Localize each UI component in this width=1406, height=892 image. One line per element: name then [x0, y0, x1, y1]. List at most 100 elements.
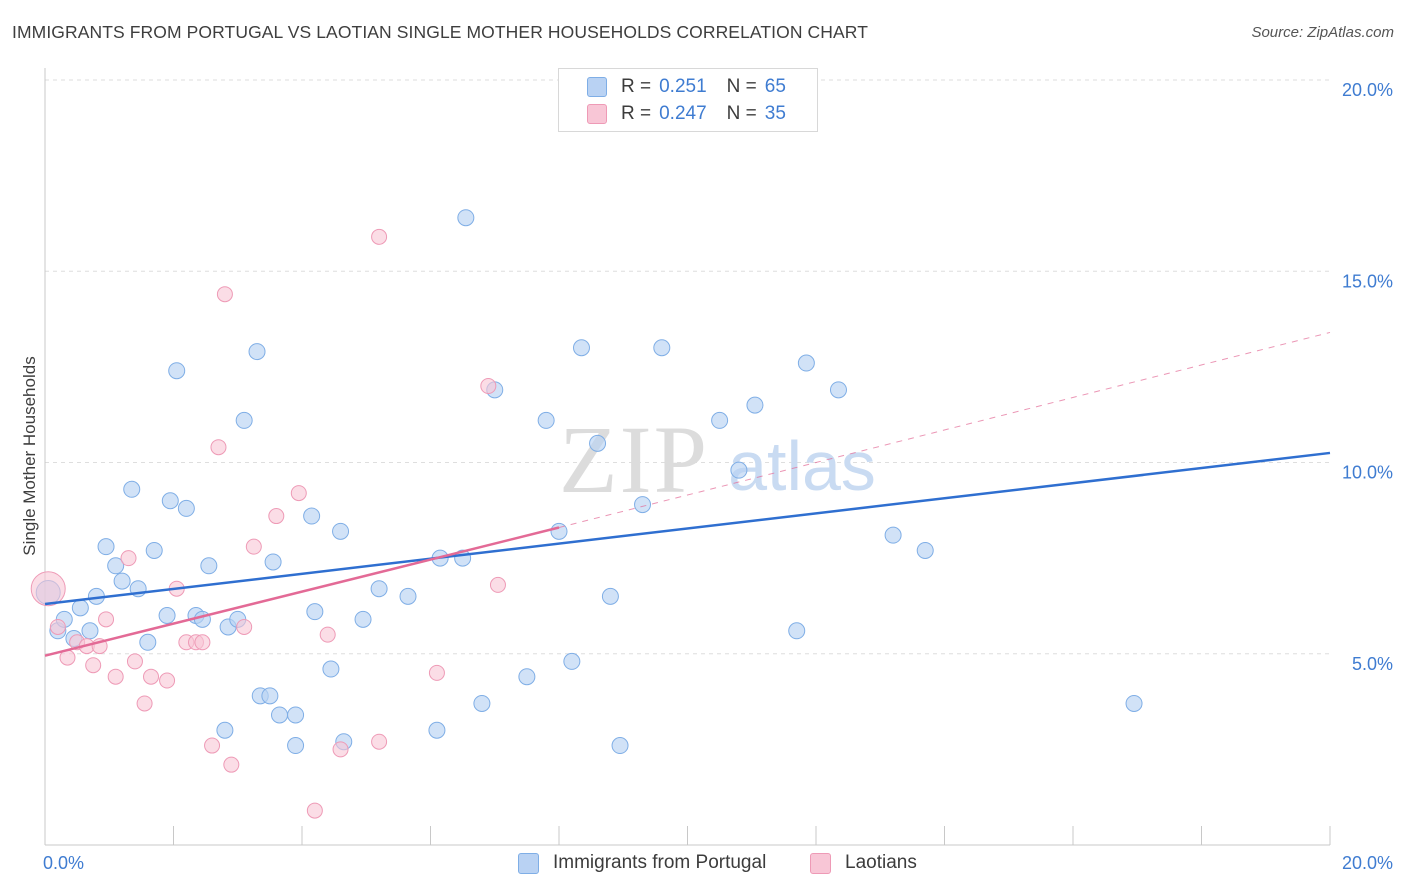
data-point-portugal: [235, 411, 253, 429]
y-tick-label: 20.0%: [1342, 80, 1393, 100]
data-point-portugal: [428, 721, 446, 739]
data-point-portugal: [71, 599, 89, 617]
data-point-portugal: [168, 362, 186, 380]
data-point-portugal: [261, 687, 279, 705]
watermark-atlas: atlas: [728, 427, 876, 505]
y-tick-label: 10.0%: [1342, 463, 1393, 483]
data-point-laotians: [210, 439, 227, 456]
data-point-portugal: [788, 622, 806, 640]
tick-labels: 5.0% 10.0% 15.0% 20.0% 0.0% 20.0%: [43, 80, 1393, 873]
legend-row-portugal: R = 0.251 N = 65: [587, 75, 786, 99]
legend-r-label: R =: [621, 103, 652, 124]
legend-n-value: 65: [764, 76, 786, 97]
trendline-portugal: [44, 451, 1331, 606]
bottom-legend-swatch-pink: [810, 852, 831, 874]
legend-r-label: R =: [621, 76, 652, 97]
legend-r-value: 0.251: [659, 76, 707, 97]
data-point-laotians: [371, 733, 388, 750]
trend-lines: [44, 331, 1331, 657]
trendline-laotians-extended: [558, 331, 1331, 529]
data-point-portugal: [537, 411, 555, 429]
data-point-portugal: [81, 622, 99, 640]
data-point-portugal: [653, 339, 671, 357]
data-point-portugal: [216, 721, 234, 739]
data-point-portugal: [589, 434, 607, 452]
data-point-portugal: [473, 694, 491, 712]
data-point-laotians: [319, 626, 336, 643]
data-point-portugal: [399, 587, 417, 605]
watermark: ZIP atlas: [559, 406, 876, 513]
legend-n-label: N =: [726, 76, 757, 97]
data-point-laotians: [268, 508, 285, 525]
data-point-portugal: [634, 496, 652, 514]
legend: R = 0.251 N = 65 R = 0.247 N = 35: [558, 68, 818, 132]
data-point-laotians: [236, 618, 253, 635]
data-point-portugal: [730, 461, 748, 479]
data-point-portugal: [287, 737, 305, 755]
y-tick-label: 5.0%: [1352, 654, 1393, 674]
data-point-portugal: [107, 557, 125, 575]
data-point-portugal: [145, 541, 163, 559]
data-point-portugal: [123, 480, 141, 498]
data-point-portugal: [287, 706, 305, 724]
y-tick-label: 15.0%: [1342, 271, 1393, 291]
data-point-portugal: [563, 652, 581, 670]
legend-row-laotians: R = 0.247 N = 35: [587, 102, 786, 126]
data-point-portugal: [97, 538, 115, 556]
x-tick-label: 20.0%: [1342, 853, 1393, 873]
data-point-portugal: [177, 499, 195, 517]
data-point-portugal: [200, 557, 218, 575]
data-point-laotians: [480, 378, 497, 394]
data-point-laotians: [107, 668, 124, 685]
data-point-portugal: [271, 706, 289, 724]
data-point-portugal: [746, 396, 764, 414]
data-point-laotians: [332, 741, 349, 758]
legend-r-value: 0.247: [659, 103, 707, 124]
data-point-laotians: [194, 634, 211, 651]
data-point-laotians: [371, 228, 388, 245]
data-point-laotians: [159, 672, 176, 689]
data-point-laotians: [306, 802, 323, 819]
data-point-portugal: [264, 553, 282, 571]
bottom-legend-laotians: Laotians: [810, 852, 917, 874]
data-point-portugal: [139, 633, 157, 651]
data-point-portugal: [113, 572, 131, 590]
data-point-portugal: [193, 610, 211, 628]
data-point-portugal: [303, 507, 321, 525]
data-point-portugal: [572, 339, 590, 357]
chart-title: IMMIGRANTS FROM PORTUGAL VS LAOTIAN SING…: [12, 22, 869, 42]
data-point-portugal: [797, 354, 815, 372]
data-point-portugal: [884, 526, 902, 544]
bottom-legend-label: Laotians: [845, 852, 917, 873]
source-label: Source: ZipAtlas.com: [1251, 24, 1394, 41]
data-point-laotians: [245, 538, 262, 555]
bottom-legend: Immigrants from Portugal Laotians: [0, 852, 1406, 878]
data-point-laotians: [223, 756, 240, 773]
data-point-laotians: [428, 664, 445, 681]
data-point-laotians: [136, 695, 153, 712]
data-point-laotians: [143, 668, 160, 685]
data-point-laotians: [204, 737, 221, 754]
x-tick-label: 0.0%: [43, 853, 84, 873]
legend-n-label: N =: [726, 103, 757, 124]
data-point-portugal: [611, 737, 629, 755]
data-point-laotians: [120, 550, 137, 567]
data-point-portugal: [158, 607, 176, 624]
grid-lines: [45, 79, 1330, 655]
data-point-laotians: [49, 618, 66, 635]
data-point-laotians: [30, 571, 66, 607]
data-point-portugal: [711, 411, 729, 429]
bottom-legend-label: Immigrants from Portugal: [553, 852, 767, 873]
data-point-portugal: [322, 660, 340, 678]
data-point-portugal: [248, 343, 266, 361]
data-point-laotians: [290, 485, 307, 502]
data-point-laotians: [489, 576, 506, 593]
data-point-portugal: [306, 603, 324, 621]
bottom-legend-swatch-blue: [518, 852, 539, 874]
bottom-legend-portugal: Immigrants from Portugal: [518, 852, 766, 874]
data-point-portugal: [370, 580, 388, 598]
legend-swatch-blue: [587, 77, 607, 97]
data-point-laotians: [126, 653, 143, 670]
trendline-laotians: [44, 526, 560, 657]
